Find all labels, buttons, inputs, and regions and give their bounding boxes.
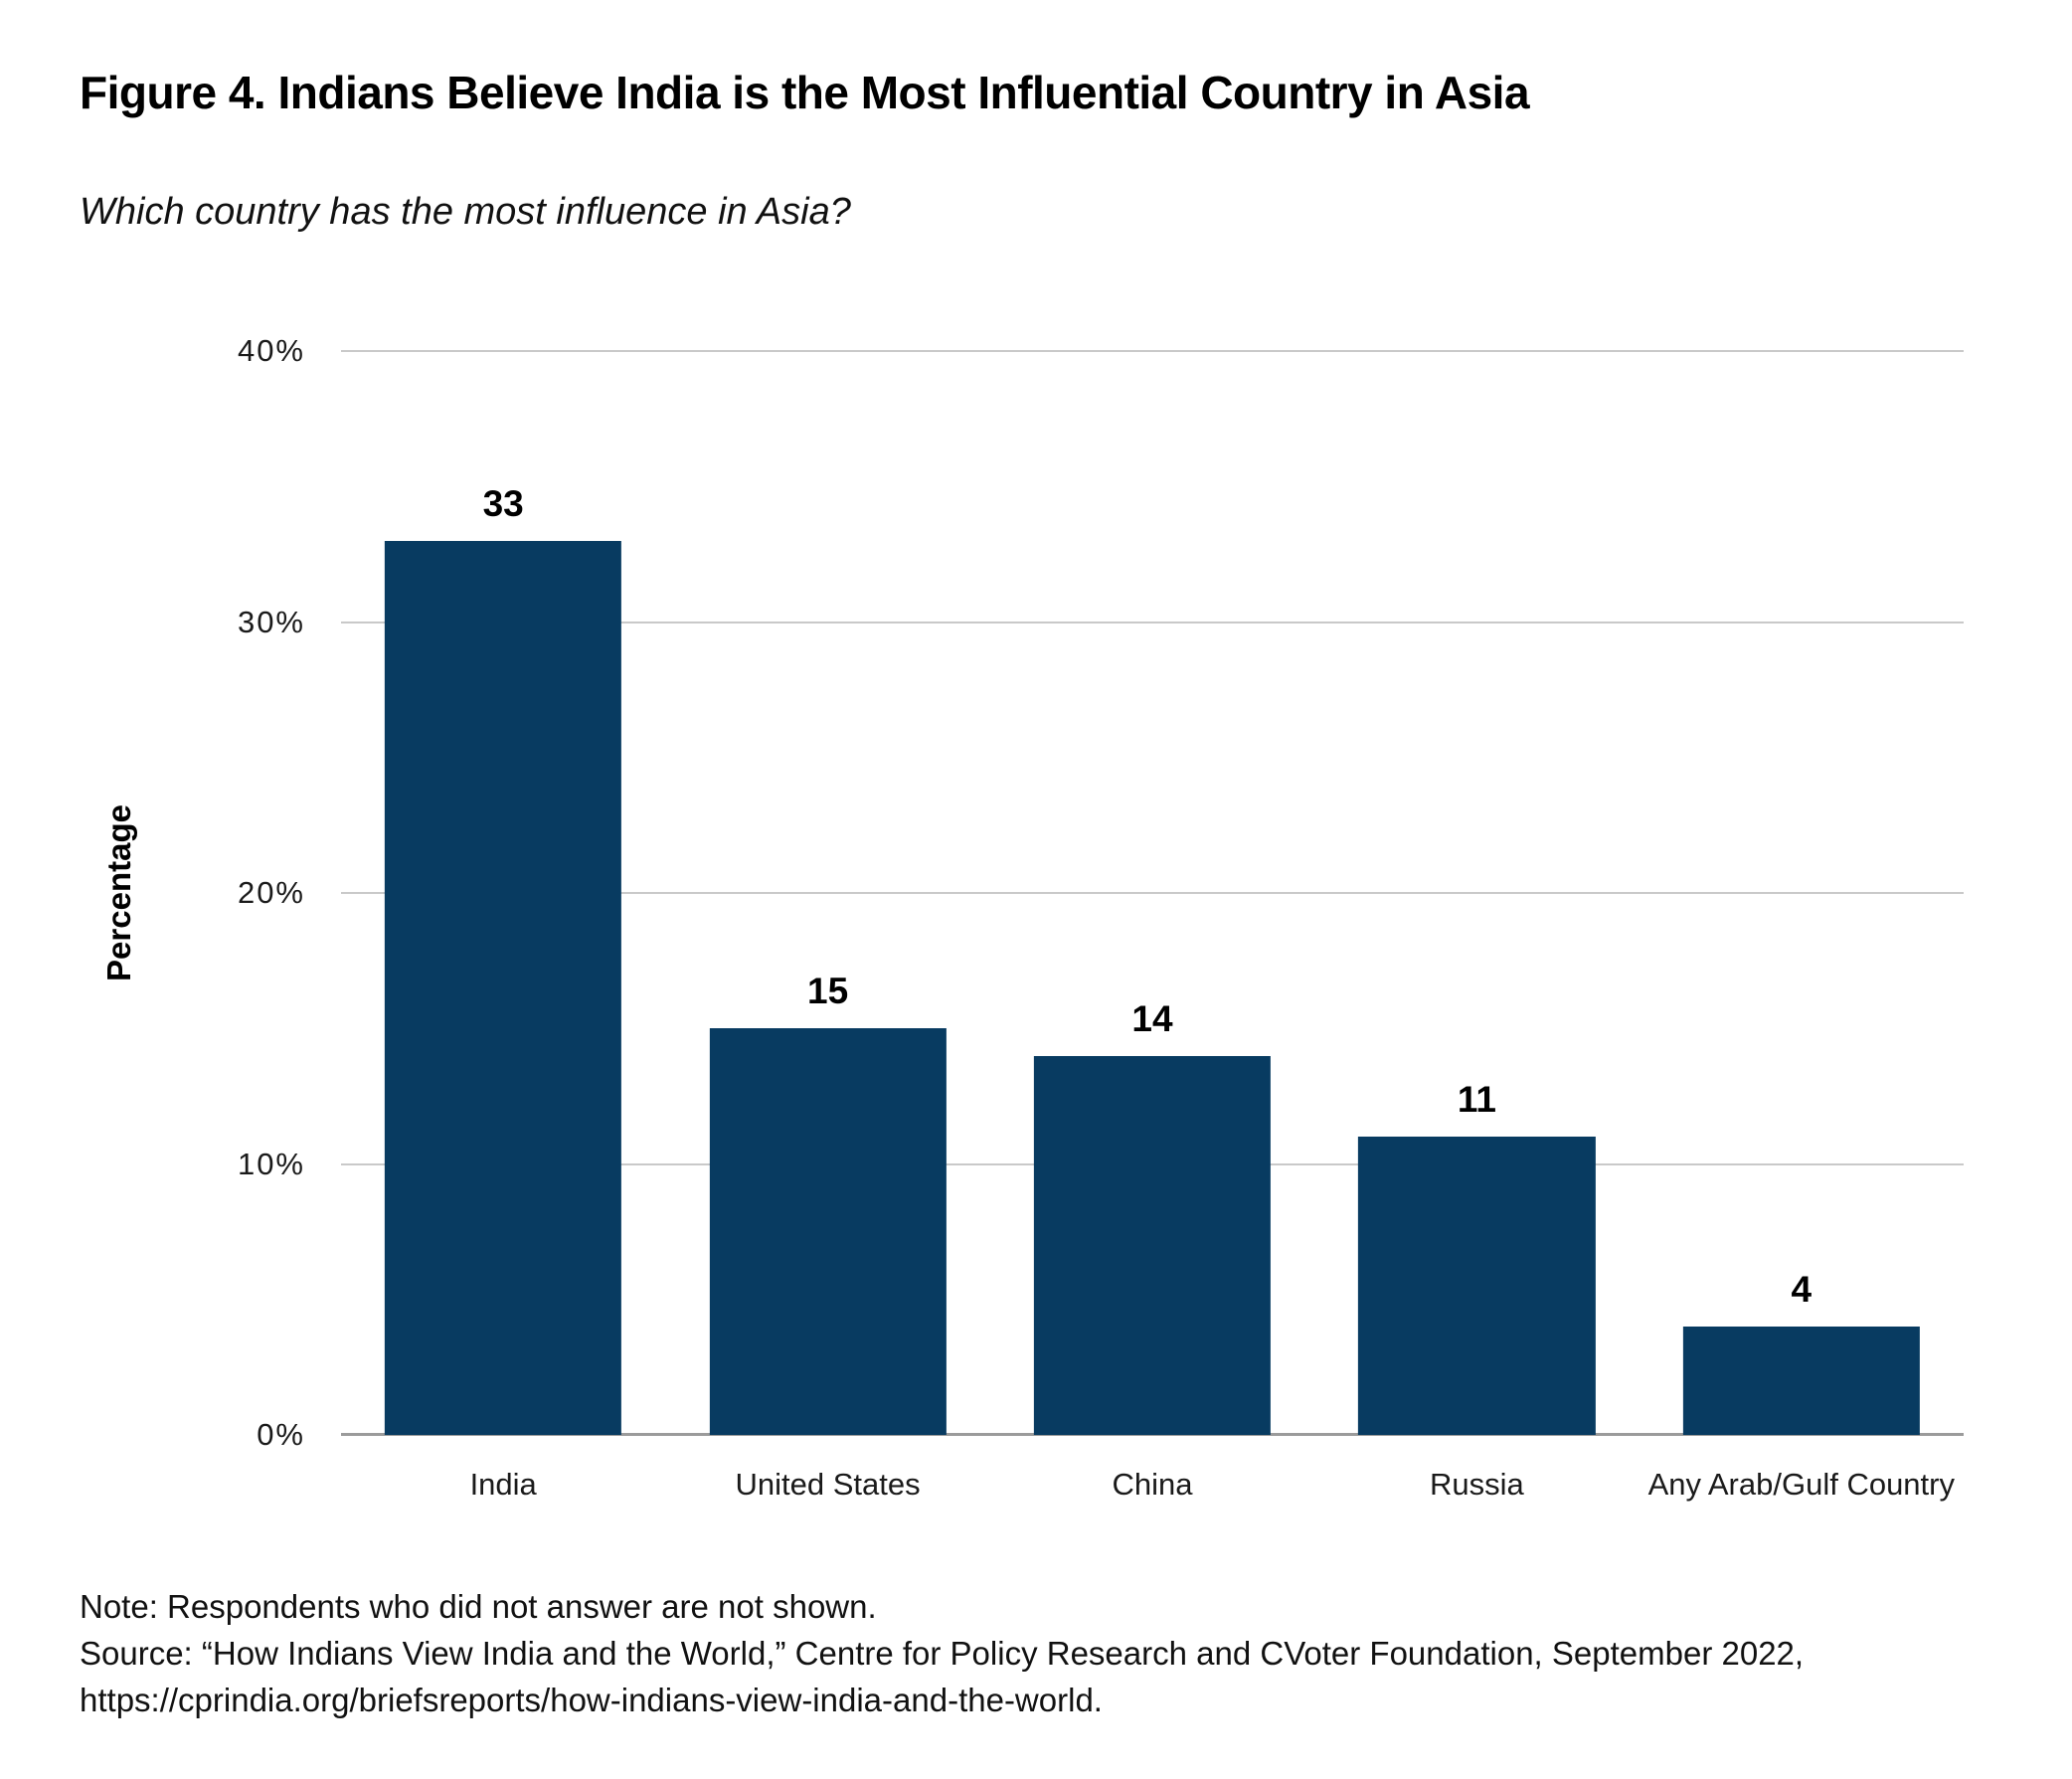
bar-united-states [709, 1028, 947, 1435]
bar-china [1033, 1055, 1272, 1435]
y-tick-label: 30% [237, 604, 305, 639]
gridline [341, 892, 1964, 894]
y-tick-label: 20% [237, 875, 305, 910]
gridline [341, 621, 1964, 623]
bar-value-label-any-arab-gulf-country: 4 [1791, 1269, 1813, 1310]
bar-slot-united-states: 15 United States [665, 351, 989, 1502]
figure-subtitle: Which country has the most influence in … [80, 191, 851, 233]
source-url-line: https://cprindia.org/briefsreports/how-i… [80, 1682, 1103, 1718]
bar-slot-any-arab-gulf-country: 4 Any Arab/Gulf Country [1640, 351, 1964, 1502]
category-label-any-arab-gulf-country: Any Arab/Gulf Country [1647, 1467, 1955, 1502]
source-line: Source: “How Indians View India and the … [80, 1635, 1805, 1672]
bar-russia [1358, 1137, 1596, 1435]
note-line: Note: Respondents who did not answer are… [80, 1588, 877, 1625]
bar-value-label-india: 33 [482, 482, 524, 524]
bar-value-label-china: 14 [1131, 997, 1173, 1039]
bar-value-label-russia: 11 [1457, 1079, 1496, 1121]
bar-slot-china: 14 China [990, 351, 1314, 1502]
bar-value-label-united-states: 15 [807, 971, 849, 1012]
y-tick-label: 40% [237, 333, 305, 368]
bar-any-arab-gulf-country [1682, 1327, 1920, 1435]
y-tick-label: 0% [257, 1417, 305, 1452]
category-label-united-states: United States [735, 1467, 921, 1502]
y-axis-title: Percentage [100, 804, 137, 981]
category-label-india: India [469, 1467, 537, 1502]
figure-title: Figure 4. Indians Believe India is the M… [80, 67, 1530, 118]
gridline [341, 350, 1964, 352]
notes-block: Note: Respondents who did not answer are… [80, 1583, 1804, 1723]
bar-slot-india: 33 India [341, 351, 665, 1502]
y-tick-label: 10% [237, 1146, 305, 1181]
category-label-china: China [1112, 1467, 1193, 1502]
bar-slot-russia: 11 Russia [1314, 351, 1639, 1502]
bar-chart-plot-area: 0% 10% 20% 30% 40% 33 India 15 United States 14 Ch… [238, 333, 1964, 1502]
category-label-russia: Russia [1429, 1467, 1524, 1502]
bar-india [385, 540, 622, 1435]
